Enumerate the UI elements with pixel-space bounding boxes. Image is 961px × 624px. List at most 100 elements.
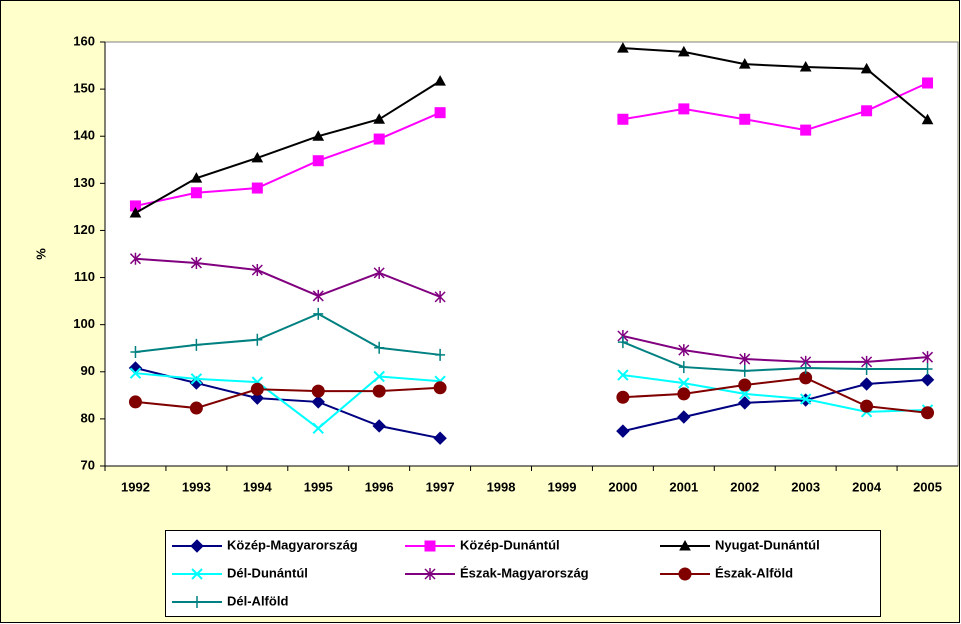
marker [311,395,325,409]
legend-label: Nyugat-Dunántúl [715,537,820,552]
marker [433,381,447,395]
marker [311,384,325,398]
marker [921,406,935,420]
marker [252,333,263,346]
marker [424,540,436,552]
marker [373,266,385,279]
x-tick-label: 1993 [182,479,211,494]
legend-label: Közép-Dunántúl [460,537,560,552]
marker [189,401,203,415]
y-tick-label: 100 [73,316,95,331]
marker [129,252,141,265]
x-tick-label: 2001 [669,479,698,494]
marker [434,290,446,303]
x-tick-label: 1994 [243,479,273,494]
marker [860,399,874,413]
marker [677,387,691,401]
marker [800,362,811,375]
marker [251,264,263,277]
marker [372,384,386,398]
x-tick-label: 2004 [852,479,882,494]
x-tick-label: 2000 [608,479,637,494]
series-line [135,312,928,372]
marker [678,103,690,115]
marker [424,568,436,580]
y-tick-label: 140 [73,128,95,143]
marker [738,378,752,392]
x-tick-label: 1996 [365,479,394,494]
marker [130,345,141,358]
marker [191,338,202,351]
marker [738,58,751,69]
marker [921,113,934,125]
legend-box [165,530,881,617]
marker [739,353,751,366]
marker [678,567,692,581]
marker [922,362,933,375]
marker [739,364,750,377]
marker [190,373,203,385]
marker [251,182,263,194]
y-tick-label: 80 [81,410,95,425]
marker [861,105,873,117]
marker [190,256,202,269]
series-line [135,82,928,207]
y-tick-label: 90 [81,363,95,378]
marker [129,206,142,218]
y-tick-label: 70 [81,457,95,472]
y-tick-label: 120 [73,222,95,237]
marker [922,351,934,364]
marker [190,187,202,199]
legend-label: Közép-Magyarország [227,537,358,552]
plot-area [104,41,959,467]
x-tick-label: 2003 [791,479,820,494]
y-axis-label: % [33,248,48,260]
marker [191,568,203,580]
marker [617,42,629,53]
marker [312,422,324,435]
marker [677,45,690,57]
legend-label: Dél-Alföld [227,593,288,608]
series-line [135,376,928,414]
marker [617,113,629,125]
marker [190,172,203,183]
y-tick-label: 160 [73,33,95,48]
marker [434,107,446,119]
marker [433,431,447,445]
marker [739,388,751,400]
x-tick-label: 1999 [548,479,577,494]
x-tick-label: 1998 [487,479,516,494]
marker [678,344,690,357]
marker [128,395,142,409]
legend-label: Észak-Alföld [715,565,793,580]
marker [374,341,385,354]
legend-label: Dél-Dunántúl [227,565,308,580]
marker [189,376,204,390]
marker [860,62,873,74]
marker [739,113,751,125]
marker [373,133,385,145]
marker [192,596,202,608]
marker [435,348,446,361]
marker [678,361,689,374]
y-tick-label: 130 [73,175,95,190]
marker [312,130,325,141]
marker [251,151,264,163]
marker [312,289,324,302]
marker [920,373,935,387]
marker [313,307,324,320]
marker [800,124,812,136]
marker [372,419,386,433]
x-tick-label: 1995 [304,479,333,494]
marker [679,539,691,551]
series-line [135,372,928,430]
x-tick-label: 1997 [426,479,455,494]
marker [799,393,812,405]
marker [373,113,386,124]
marker [312,155,324,167]
x-tick-label: 2005 [913,479,942,494]
marker [859,377,874,391]
marker [373,370,385,383]
